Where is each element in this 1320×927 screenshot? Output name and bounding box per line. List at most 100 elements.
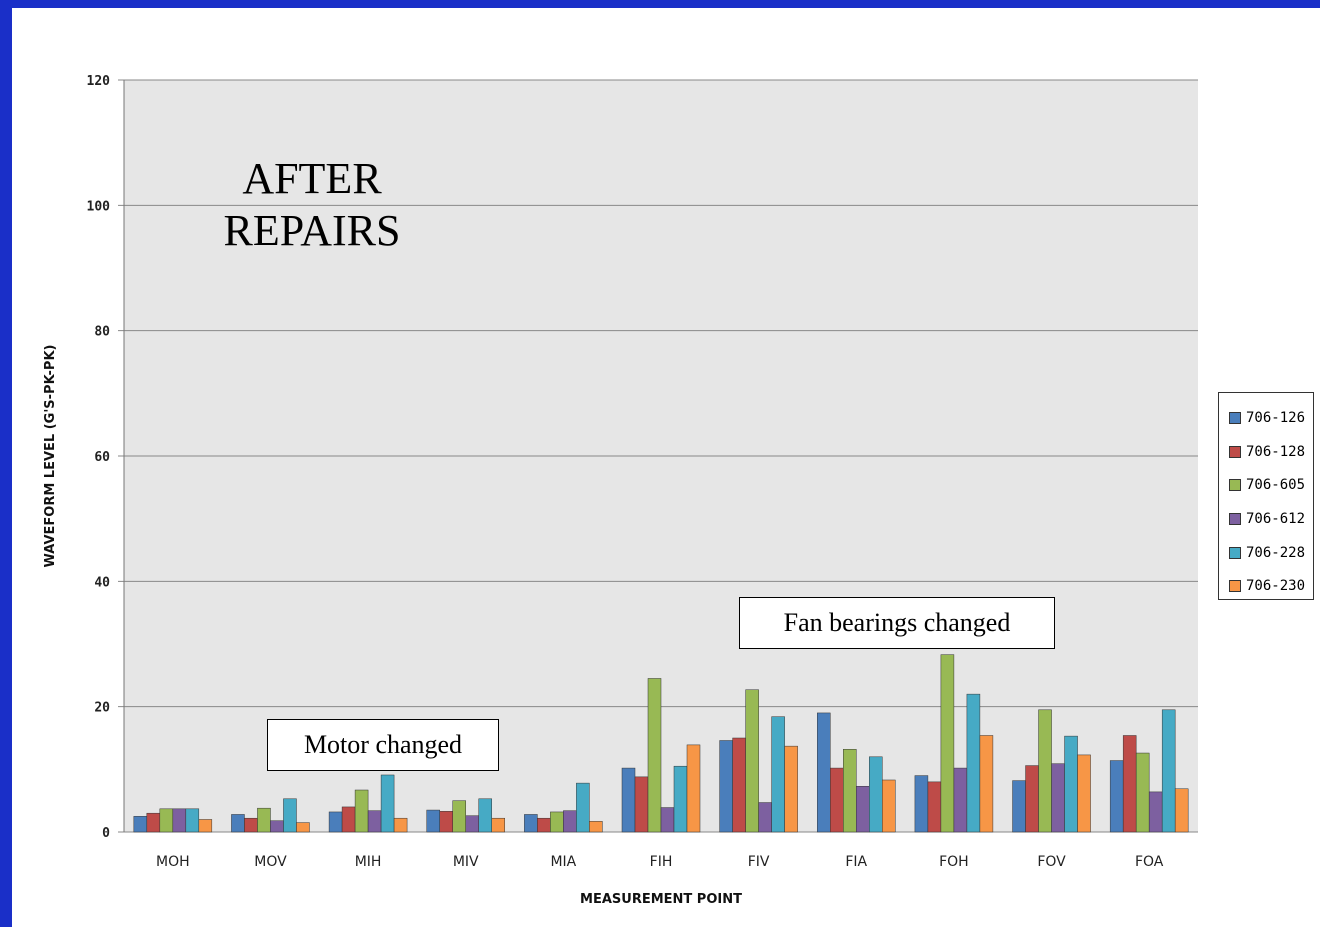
bar-706-605-MIH	[354, 789, 369, 833]
bar-706-612-FIH	[660, 807, 675, 833]
bar-706-612-MIA	[563, 810, 577, 833]
x-tick-label: FOH	[939, 854, 969, 870]
legend-item: 706-128	[1229, 435, 1313, 469]
slide: 0 20 40 60 80 100 120 MOH MOV MIH MIV MIA FIH FIV FIA…	[12, 8, 1320, 927]
bar-706-128-MIA	[537, 817, 551, 833]
bar-706-605-FIV	[745, 689, 759, 833]
bar-706-612-MOH	[172, 808, 187, 833]
bar-706-126-MIH	[328, 811, 343, 833]
overlay-title-line-1: AFTER	[242, 154, 382, 203]
y-axis-title: WAVEFORM LEVEL (G'S-PK-PK)	[43, 345, 58, 568]
bar-706-612-MOV	[270, 820, 284, 833]
legend-label: 706-605	[1246, 477, 1306, 494]
overlay-title-line-2: REPAIRS	[223, 206, 401, 255]
x-tick-label: FOV	[1037, 854, 1066, 870]
bar-706-230-MOV	[296, 822, 310, 833]
x-tick-label: MIV	[453, 854, 479, 870]
bar-706-128-MIV	[439, 811, 453, 833]
legend-label: 706-230	[1246, 578, 1306, 595]
bar-706-230-FOV	[1077, 754, 1091, 833]
legend-label: 706-228	[1246, 544, 1306, 561]
bar-706-605-FOA	[1135, 752, 1150, 833]
y-tick-label: 20	[94, 701, 110, 716]
bar-706-612-FOA	[1148, 791, 1163, 833]
legend-item: 706-228	[1229, 536, 1313, 570]
bar-706-230-FIH	[686, 744, 701, 833]
bar-706-230-MIA	[589, 821, 603, 833]
bar-706-230-FIV	[784, 745, 798, 833]
x-axis-title: MEASUREMENT POINT	[580, 892, 742, 907]
bar-706-612-FOH	[953, 767, 968, 833]
bar-706-128-MIH	[341, 806, 356, 833]
bar-706-126-FIH	[621, 767, 636, 833]
legend-swatch	[1229, 411, 1241, 424]
callout-motor-changed: Motor changed	[267, 719, 499, 771]
bar-706-605-FOV	[1038, 709, 1052, 833]
bar-706-228-FOV	[1064, 735, 1078, 833]
bar-706-126-MOV	[231, 814, 245, 833]
bar-706-612-FOV	[1051, 763, 1065, 833]
y-tick-label: 100	[87, 199, 111, 214]
bar-706-228-MIH	[380, 774, 395, 833]
bar-706-128-FIA	[830, 767, 844, 833]
legend-swatch	[1229, 580, 1241, 593]
legend-item: 706-605	[1229, 468, 1313, 502]
bar-706-228-MIV	[478, 798, 492, 833]
bar-706-228-FIV	[771, 716, 785, 833]
bar-706-228-MIA	[576, 782, 590, 833]
x-tick-label: FIA	[845, 854, 867, 870]
bar-706-230-FOA	[1174, 788, 1189, 833]
chart-legend: 706-126 706-128 706-605 706-612 706-228 706-2…	[1218, 392, 1314, 600]
x-tick-label: MIA	[550, 854, 576, 870]
bar-706-612-FIA	[856, 786, 870, 833]
bar-706-228-FIH	[673, 765, 688, 833]
x-tick-label: FOA	[1135, 854, 1164, 870]
bar-706-228-FIA	[869, 756, 883, 833]
bar-706-605-FOH	[940, 654, 955, 833]
bar-706-128-FOA	[1122, 735, 1137, 833]
bar-706-230-FIA	[882, 779, 896, 833]
bar-706-126-FOA	[1109, 760, 1124, 833]
callout-fan-bearings-changed: Fan bearings changed	[739, 597, 1055, 649]
bar-706-126-FIA	[817, 712, 831, 833]
x-tick-label: FIV	[748, 854, 770, 870]
bar-706-612-FIV	[758, 802, 772, 833]
bar-706-126-MIV	[426, 809, 440, 833]
bar-706-230-MIH	[393, 817, 408, 833]
x-tick-label: MIH	[355, 854, 382, 870]
y-tick-label: 60	[94, 450, 110, 465]
x-tick-label: MOH	[156, 854, 190, 870]
legend-item: 706-126	[1229, 401, 1313, 435]
bar-706-612-MIV	[465, 815, 479, 833]
bar-706-128-FOV	[1025, 765, 1039, 833]
bar-706-605-MIA	[550, 811, 564, 833]
bar-706-126-FIV	[719, 740, 733, 833]
bar-706-605-FIA	[843, 749, 857, 833]
y-tick-label: 120	[87, 74, 111, 89]
chart-overlay-title: AFTER REPAIRS	[192, 153, 432, 257]
bar-706-126-MOH	[133, 816, 148, 833]
legend-label: 706-128	[1246, 443, 1306, 460]
legend-label: 706-126	[1246, 409, 1306, 426]
bar-706-228-MOV	[283, 798, 297, 833]
bar-706-230-MOH	[198, 819, 213, 833]
bar-706-126-MIA	[524, 814, 538, 833]
x-tick-label: FIH	[650, 854, 673, 870]
legend-swatch	[1229, 546, 1241, 559]
bar-706-230-MIV	[491, 817, 505, 833]
bar-706-605-FIH	[647, 678, 662, 833]
legend-label: 706-612	[1246, 510, 1306, 527]
bar-706-126-FOH	[914, 775, 929, 833]
bar-706-128-FIH	[634, 776, 649, 833]
legend-item: 706-230	[1229, 569, 1313, 603]
legend-item: 706-612	[1229, 502, 1313, 536]
bar-706-230-FOH	[979, 735, 994, 833]
bar-706-128-FIV	[732, 737, 746, 833]
bar-706-605-MIV	[452, 800, 466, 833]
legend-swatch	[1229, 512, 1241, 525]
legend-swatch	[1229, 479, 1241, 492]
x-tick-label: MOV	[254, 854, 287, 870]
bar-706-128-FOH	[927, 781, 942, 833]
bar-706-128-MOV	[244, 817, 258, 833]
bar-706-228-MOH	[185, 808, 200, 833]
